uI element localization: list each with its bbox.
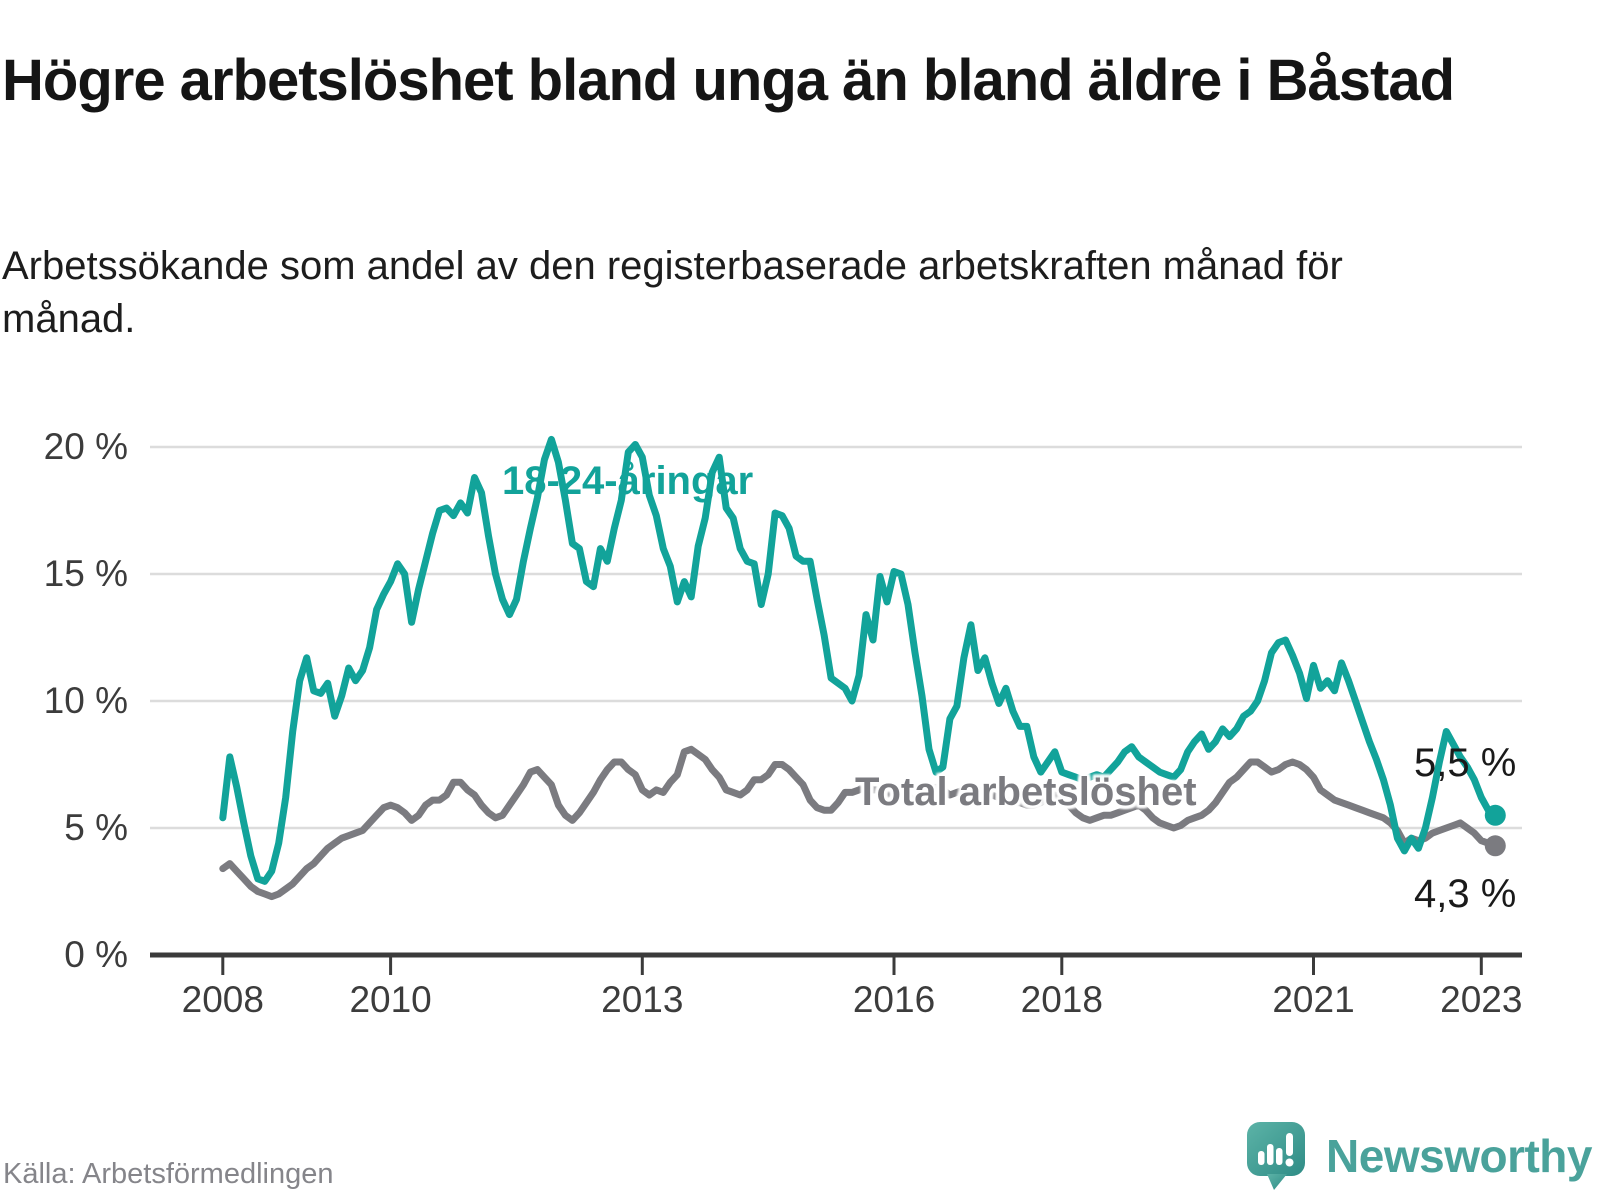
- speech-bubble-bar-chart-icon: [1247, 1122, 1306, 1190]
- line-total: [219, 745, 1499, 901]
- end-dot-total: [1484, 835, 1506, 857]
- brand-name: Newsworthy: [1326, 1130, 1592, 1182]
- source-note: Källa: Arbetsförmedlingen: [3, 1158, 334, 1190]
- end-dot-youth: [1484, 804, 1506, 826]
- line-youth: [219, 435, 1499, 885]
- page-subtitle: Arbetssökande som andel av den registerb…: [2, 244, 1343, 341]
- page-title: Högre arbetslöshet bland unga än bland ä…: [2, 47, 1455, 113]
- newsworthy-brand: Newsworthy: [1245, 1120, 1592, 1192]
